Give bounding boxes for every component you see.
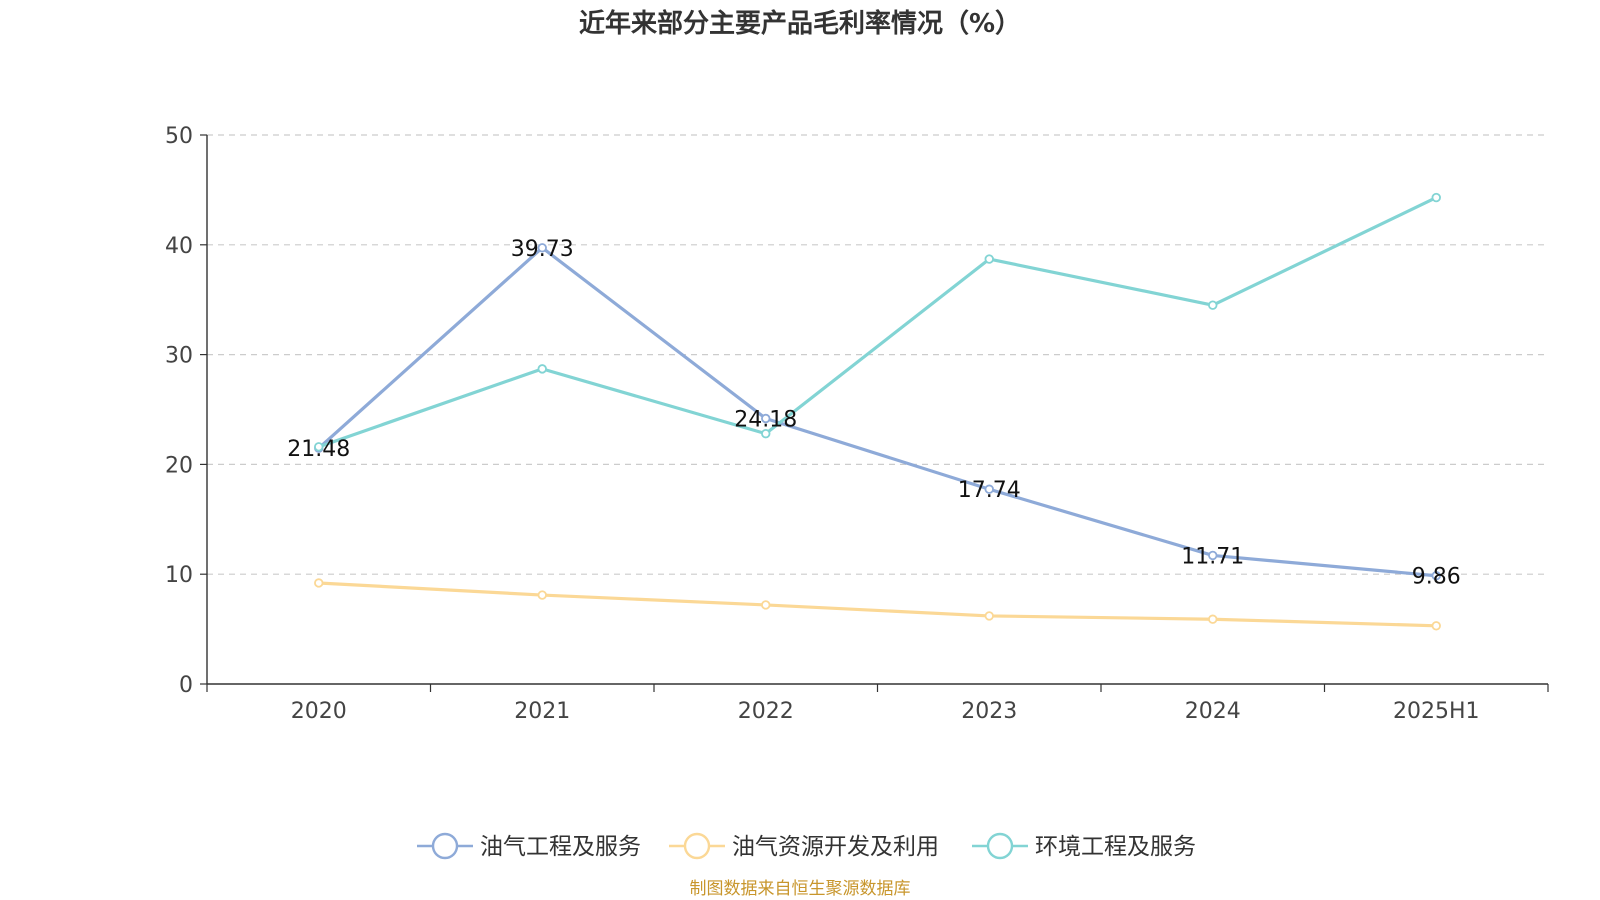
series-2-point-2023 [984,611,994,621]
series-1-point-2024 [1208,550,1218,561]
series-2-point-2020 [314,578,324,588]
chart-title: 近年来部分主要产品毛利率情况（%） [579,8,1021,39]
x-tick-label-2025H1: 2025H1 [1393,699,1480,724]
series-1-data-label-2020: 21.48 [287,437,350,462]
legend-marker-2 [683,832,711,860]
series-3-point-2024 [1208,300,1218,310]
series-1-data-label-2023: 17.74 [958,478,1021,503]
series-1-data-label-2022: 24.18 [734,408,797,433]
series-3-point-2025H1 [1431,192,1441,203]
series-2-point-2024 [1208,614,1218,624]
y-tick-label-50: 50 [165,124,193,149]
series-1-data-label-2025H1: 9.86 [1412,565,1461,590]
y-tick-label-20: 20 [165,453,193,478]
series-3-point-2022 [761,428,771,439]
series-3-point-2020 [314,442,324,452]
legend-marker-3 [986,832,1014,860]
x-tick-label-2021: 2021 [514,699,570,724]
legend-label-1: 油气工程及服务 [480,834,641,860]
series-1-data-label-2021: 39.73 [511,237,574,262]
x-tick-label-2024: 2024 [1185,699,1241,724]
series-2-point-2021 [537,590,547,600]
series-3-point-2021 [537,364,547,374]
y-tick-label-0: 0 [179,673,193,698]
grid [207,134,1548,575]
y-tick-label-10: 10 [165,563,193,588]
legend-marker-1 [431,832,459,860]
y-tick-label-40: 40 [165,234,193,259]
axes: 0 10 20 30 40 50 2020 2021 2022 2023 2024 2025H1 [165,124,1549,724]
series-1-data-label-2024: 11.71 [1181,544,1244,569]
legend: 油气工程及服务 油气资源开发及利用 环境工程及服务 [417,832,1196,860]
series-1-point-2025H1 [1431,571,1441,581]
series-2-point-2025H1 [1431,621,1441,631]
y-tick-label-30: 30 [165,344,193,369]
series-1-point-2023 [984,484,994,494]
data-labels: 21.48 39.73 24.18 17.74 11.71 9.86 [287,237,1460,590]
series-2-point-2022 [761,600,771,610]
series-line-1 [317,246,1438,578]
x-tick-label-2023: 2023 [961,699,1017,724]
x-tick-label-2020: 2020 [291,699,347,724]
series-3-point-2023 [984,254,994,264]
legend-label-3: 环境工程及服务 [1035,834,1196,860]
series-line-3 [317,195,1438,449]
series-lines [314,192,1441,631]
series-1-point-2021 [537,243,547,253]
source-note: 制图数据来自恒生聚源数据库 [690,879,911,899]
x-tick-label-2022: 2022 [738,699,794,724]
series-line-2 [317,581,1438,628]
legend-label-2: 油气资源开发及利用 [732,834,939,860]
series-1-point-2022 [761,413,771,424]
